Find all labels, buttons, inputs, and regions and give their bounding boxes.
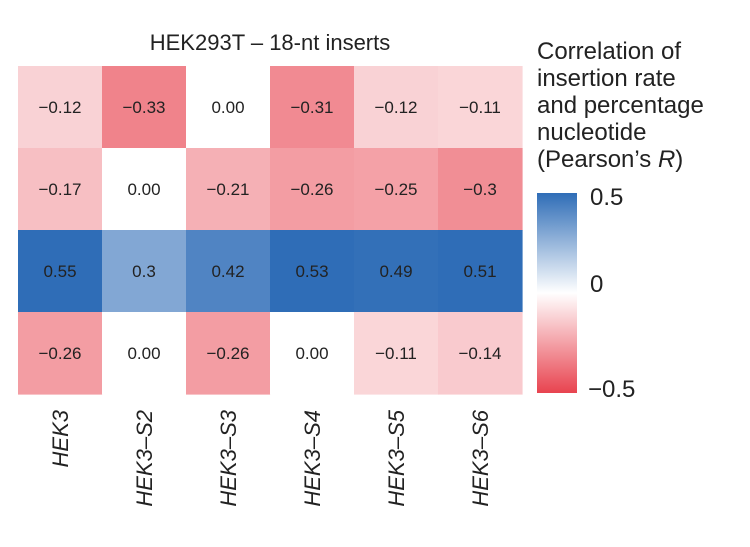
heatmap-cell-value: −0.17 (38, 180, 81, 199)
x-axis-tick-labels: HEK3 HEK3–S2 HEK3–S3 HEK3–S4 HEK3–S5 HEK3–S6 (48, 409, 493, 506)
heatmap-cell-value: −0.26 (206, 344, 249, 363)
x-tick-label: HEK3–S5 (384, 409, 409, 506)
heatmap-cell-value: −0.3 (463, 180, 497, 199)
heatmap-cell (102, 148, 187, 231)
colorbar-title-line-5-start: (Pearson’s (537, 146, 658, 173)
heatmap-cell-value: −0.12 (38, 98, 81, 117)
chart-title: HEK293T – 18-nt inserts (150, 30, 391, 55)
x-tick-label: HEK3–S4 (300, 410, 325, 507)
colorbar-title-line-5-end: ) (675, 146, 683, 173)
x-tick-label: HEK3–S2 (132, 410, 157, 507)
colorbar-gradient (537, 193, 577, 393)
heatmap-cell (354, 230, 439, 313)
heatmap-cell-value: 0.3 (132, 262, 156, 281)
heatmap-cell-value: −0.12 (374, 98, 417, 117)
heatmap-cell-value: 0.53 (295, 262, 328, 281)
colorbar-title-line-2: insertion rate (537, 65, 676, 92)
x-tick-label: HEK3–S3 (216, 409, 241, 506)
heatmap-cell (270, 312, 355, 395)
heatmap-cell (270, 230, 355, 313)
heatmap-cell-value: 0.42 (211, 262, 244, 281)
heatmap-cell-value: −0.33 (122, 98, 165, 117)
heatmap-cell-value: −0.26 (290, 180, 333, 199)
heatmap-cell (354, 148, 439, 231)
heatmap-cell-value: 0.51 (463, 262, 496, 281)
heatmap-cell (354, 66, 439, 149)
heatmap-cell-value: −0.11 (375, 344, 417, 363)
heatmap-cell-value: 0.00 (127, 344, 160, 363)
heatmap-cell (102, 230, 187, 313)
heatmap-cell-value: −0.14 (458, 344, 501, 363)
heatmap-cell-value: 0.00 (211, 98, 244, 117)
heatmap-cell (186, 312, 271, 395)
colorbar-title-symbol: R (658, 146, 675, 173)
heatmap-cell (186, 148, 271, 231)
heatmap-cell-value: 0.49 (379, 262, 412, 281)
colorbar-title-line-4: nucleotide (537, 119, 646, 146)
heatmap-cell (18, 66, 103, 149)
heatmap-cell (102, 312, 187, 395)
heatmap-cell-value: −0.11 (459, 98, 501, 117)
heatmap-cell (18, 312, 103, 395)
heatmap-cell-value: −0.26 (38, 344, 81, 363)
colorbar-legend: Correlation of insertion rate and percen… (537, 38, 704, 403)
colorbar-tick-high: 0.5 (590, 184, 623, 211)
heatmap-cell-value: −0.21 (206, 180, 249, 199)
heatmap-cell (102, 66, 187, 149)
heatmap-cell (438, 230, 523, 313)
heatmap-cell (186, 230, 271, 313)
heatmap-cell-value: −0.31 (290, 98, 333, 117)
colorbar-title-line-1: Correlation of (537, 38, 681, 65)
heatmap-cell (270, 148, 355, 231)
heatmap-cell-value: 0.00 (127, 180, 160, 199)
colorbar-tick-mid: 0 (590, 271, 603, 298)
colorbar-title-line-5: (Pearson’s R) (537, 146, 683, 173)
x-tick-label: HEK3 (48, 409, 73, 467)
heatmap-grid: −0.12 −0.33 0.00 −0.31 −0.12 −0.11 −0.17 0.00 −0… (18, 66, 523, 395)
heatmap-cell (438, 312, 523, 395)
heatmap-cell-value: −0.25 (374, 180, 417, 199)
heatmap-cell-value: 0.55 (43, 262, 76, 281)
heatmap-cell (270, 66, 355, 149)
heatmap-cell (354, 312, 439, 395)
heatmap-cell (438, 148, 523, 231)
heatmap-cell (438, 66, 523, 149)
heatmap-cell (18, 230, 103, 313)
x-tick-label: HEK3–S6 (468, 409, 493, 506)
heatmap-cell-value: 0.00 (295, 344, 328, 363)
heatmap-cell (18, 148, 103, 231)
colorbar-title-line-3: and percentage (537, 92, 704, 119)
colorbar-tick-low: −0.5 (588, 376, 635, 403)
heatmap-cell (186, 66, 271, 149)
